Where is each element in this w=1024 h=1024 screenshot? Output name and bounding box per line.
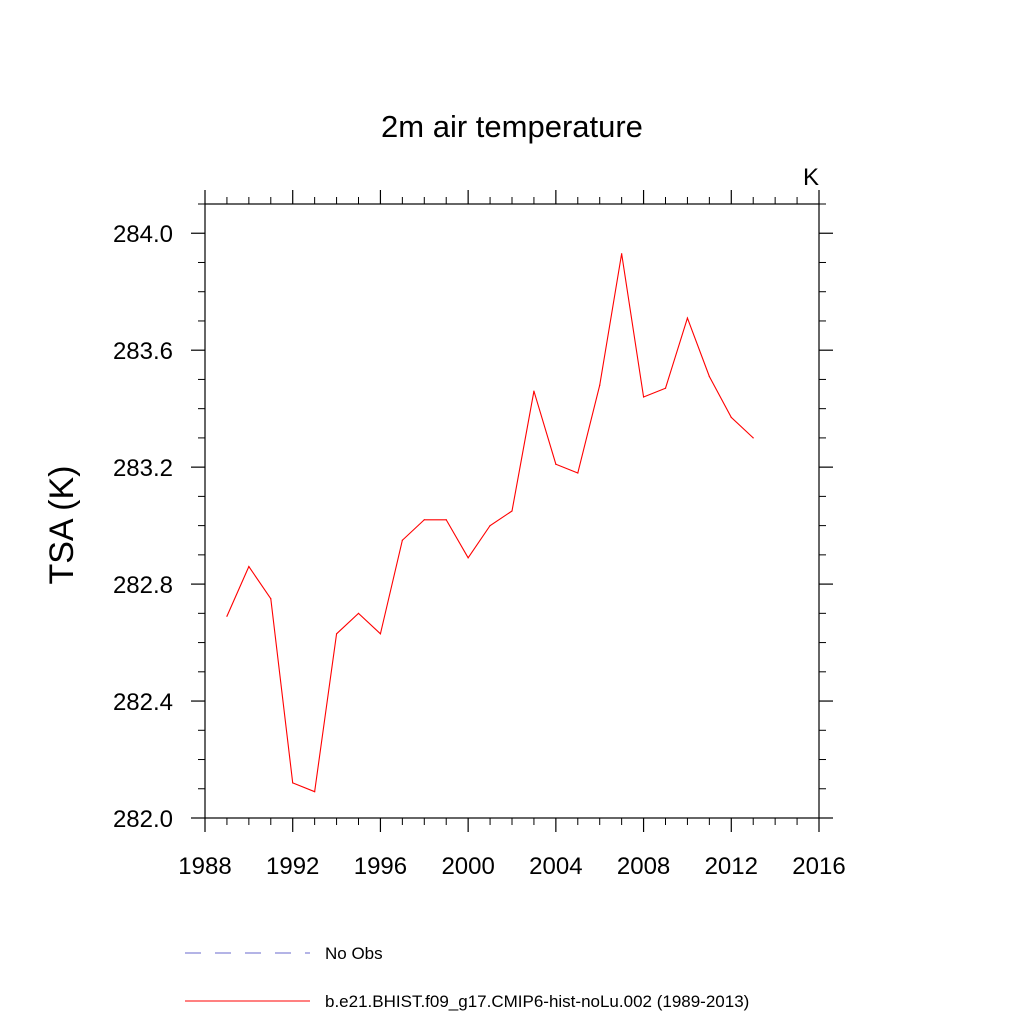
data-point	[642, 396, 645, 398]
data-point	[423, 519, 425, 521]
y-tick-label: 282.4	[113, 689, 173, 716]
data-point	[226, 615, 228, 617]
data-point	[314, 791, 316, 793]
data-point	[664, 387, 667, 389]
y-tick-label: 284.0	[113, 221, 173, 248]
data-point	[511, 510, 513, 512]
data-point	[357, 612, 360, 614]
data-point	[577, 472, 579, 474]
x-tick-label: 2000	[441, 853, 494, 880]
data-point	[621, 253, 623, 255]
data-point	[533, 390, 535, 392]
series-layer	[226, 253, 754, 793]
data-point	[599, 384, 601, 386]
chart-title: 2m air temperature	[381, 109, 643, 144]
data-point	[489, 525, 491, 527]
legend-label: b.e21.BHIST.f09_g17.CMIP6-hist-noLu.002 …	[325, 992, 749, 1011]
data-point	[686, 317, 689, 319]
data-point	[270, 598, 272, 600]
axis-ticks: 1988 1992 1996 2000 2004 2008 2012 2016 282.0 282…	[113, 190, 846, 880]
x-tick-label: 1996	[354, 853, 407, 880]
data-point	[730, 416, 732, 419]
y-tick-label: 282.8	[113, 572, 173, 599]
y-tick-label: 283.6	[113, 338, 173, 365]
data-point	[467, 557, 469, 559]
units-label: K	[803, 164, 819, 191]
legend: No Obs b.e21.BHIST.f09_g17.CMIP6-hist-noL…	[185, 944, 749, 1011]
y-axis-label: TSA (K)	[43, 465, 81, 584]
data-point	[292, 782, 294, 784]
x-tick-label: 2016	[792, 853, 845, 880]
data-point	[445, 519, 447, 521]
data-point	[335, 633, 338, 635]
data-point	[555, 463, 557, 465]
x-tick-label: 2008	[617, 853, 670, 880]
data-point	[708, 375, 710, 378]
x-tick-label: 2004	[529, 853, 582, 880]
x-tick-label: 2012	[705, 853, 758, 880]
x-tick-label: 1988	[178, 853, 231, 880]
y-tick-label: 282.0	[113, 806, 173, 833]
series-line	[226, 253, 754, 793]
y-tick-label: 283.2	[113, 455, 173, 482]
data-point	[379, 633, 382, 635]
data-point	[248, 565, 250, 568]
x-tick-label: 1992	[266, 853, 319, 880]
data-point	[401, 539, 403, 541]
data-point	[752, 437, 754, 439]
legend-label: No Obs	[325, 944, 383, 963]
